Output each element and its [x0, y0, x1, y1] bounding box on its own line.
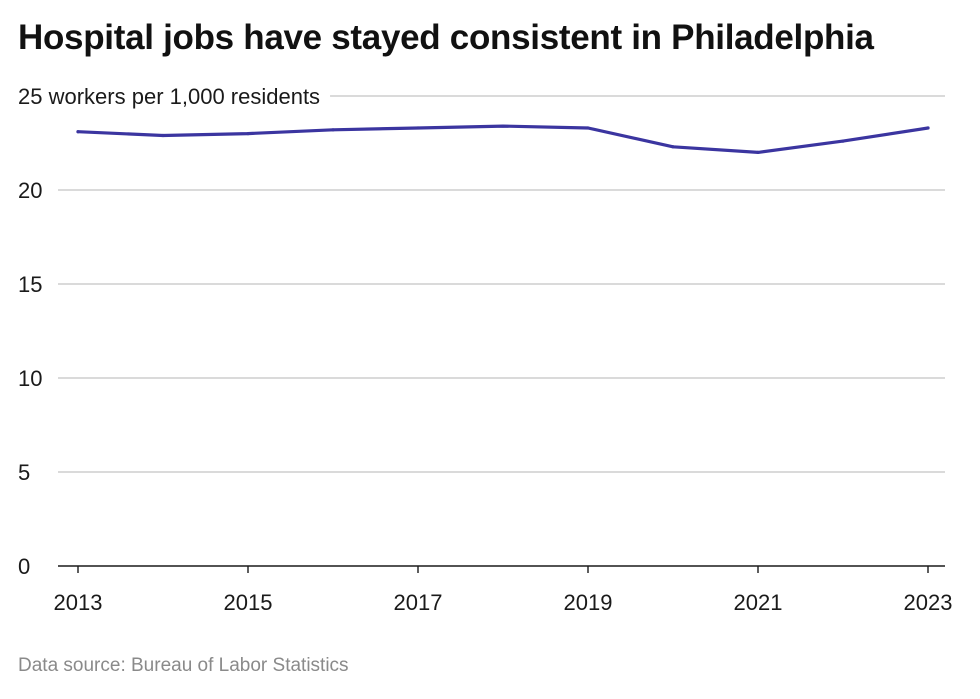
x-tick-label-2021: 2021 [734, 590, 783, 615]
data-point-2021 [756, 150, 760, 154]
y-tick-label-10: 10 [18, 366, 42, 391]
y-tick-label-15: 15 [18, 272, 42, 297]
x-axis [58, 565, 945, 573]
data-point-2014 [161, 133, 165, 138]
y-tick-label-20: 20 [18, 178, 42, 203]
y-axis-unit-label: workers per 1,000 residents [48, 84, 320, 109]
x-tick-label-2017: 2017 [394, 590, 443, 615]
y-tick-label-25: 25 workers per 1,000 residents [18, 84, 320, 109]
chart-title: Hospital jobs have stayed consistent in … [18, 18, 874, 57]
y-tick-label-0: 0 [18, 554, 30, 579]
series-line-0 [76, 124, 930, 154]
data-point-2020 [671, 145, 675, 149]
y-axis-labels: 0 5 10 15 20 25 workers per 1,000 residents [18, 84, 320, 579]
x-tick-label-2013: 2013 [54, 590, 103, 615]
data-source-note: Data source: Bureau of Labor Statistics [18, 655, 349, 676]
x-tick-label-2019: 2019 [564, 590, 613, 615]
data-point-2017 [416, 126, 420, 130]
x-axis-labels: 2013 2015 2017 2019 2021 2023 [54, 590, 953, 615]
y-tick-label-5: 5 [18, 460, 30, 485]
data-point-2019 [586, 126, 590, 130]
data-point-2018 [501, 124, 505, 128]
data-point-2023 [926, 126, 930, 130]
data-point-2013 [76, 130, 80, 134]
data-point-2016 [331, 128, 335, 132]
x-tick-label-2023: 2023 [904, 590, 953, 615]
series-layer [76, 124, 930, 154]
data-point-2022 [841, 139, 845, 143]
data-point-2015 [246, 132, 250, 136]
x-tick-label-2015: 2015 [224, 590, 273, 615]
gridlines [58, 95, 945, 473]
